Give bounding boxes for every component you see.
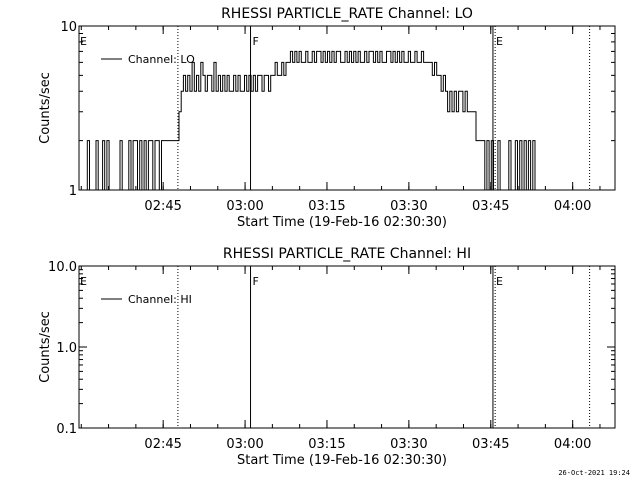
plot-timestamp: 26-Oct-2021 19:24 <box>558 469 630 477</box>
lo-channel-panel: RHESSI PARTICLE_RATE Channel: LO 1 10 Count… <box>38 6 616 230</box>
chart-title: RHESSI PARTICLE_RATE Channel: LO <box>221 6 473 22</box>
y-tick-label: 0.1 <box>56 422 77 437</box>
chart-title: RHESSI PARTICLE_RATE Channel: HI <box>223 246 471 262</box>
x-tick-label: 02:45 <box>144 437 181 452</box>
legend-label: Channel: LO <box>128 53 195 66</box>
x-tick-label: 02:45 <box>144 199 181 214</box>
y-tick-label: 1.0 <box>56 341 77 356</box>
x-tick-label: 04:00 <box>554 199 591 214</box>
legend-label: Channel: HI <box>128 293 192 306</box>
y-tick-label: 1 <box>69 184 77 199</box>
y-axis-label: Counts/sec <box>38 72 53 144</box>
x-tick-label: 03:45 <box>472 437 509 452</box>
event-marker-label: F <box>253 35 259 48</box>
event-marker-label: E <box>80 35 87 48</box>
x-tick-label: 03:15 <box>308 437 345 452</box>
event-marker-label: E <box>80 275 87 288</box>
x-tick-label: 03:00 <box>226 199 263 214</box>
event-marker-label: F <box>253 275 259 288</box>
y-tick-label: 10.0 <box>48 260 77 275</box>
y-axis-label: Counts/sec <box>38 311 53 383</box>
x-tick-label: 03:30 <box>390 199 427 214</box>
event-marker-label: E <box>496 35 503 48</box>
x-axis-label: Start Time (19-Feb-16 02:30:30) <box>237 215 447 230</box>
x-axis-label: Start Time (19-Feb-16 02:30:30) <box>237 453 447 468</box>
plot-frame <box>78 25 616 191</box>
series-line <box>85 50 538 191</box>
y-tick-label: 10 <box>60 20 77 35</box>
x-tick-label: 04:00 <box>554 437 591 452</box>
x-tick-label: 03:30 <box>390 437 427 452</box>
hi-channel-panel: RHESSI PARTICLE_RATE Channel: HI 0.1 1.0 10… <box>38 246 616 468</box>
x-tick-label: 03:00 <box>226 437 263 452</box>
x-tick-label: 03:45 <box>472 199 509 214</box>
event-marker-label: E <box>496 275 503 288</box>
x-tick-label: 03:15 <box>308 199 345 214</box>
plot-frame <box>78 265 616 429</box>
